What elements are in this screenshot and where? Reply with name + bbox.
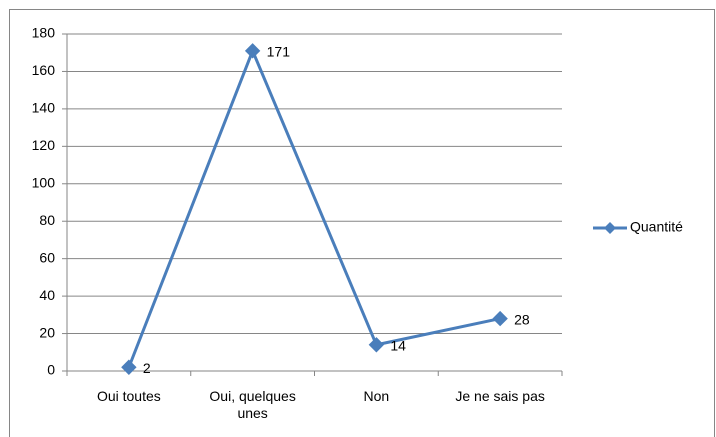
y-tick-label: 140 bbox=[32, 100, 56, 116]
y-tick-label: 0 bbox=[47, 362, 55, 378]
y-tick-label: 160 bbox=[32, 62, 56, 78]
legend-label: Quantité bbox=[630, 219, 683, 235]
y-tick-label: 40 bbox=[39, 287, 55, 303]
series-line bbox=[127, 49, 501, 368]
marker bbox=[492, 310, 508, 327]
marker bbox=[121, 359, 137, 375]
x-tick-label: Je ne sais pas bbox=[455, 388, 545, 404]
data-label: 2 bbox=[143, 360, 151, 376]
y-tick-label: 20 bbox=[39, 324, 55, 340]
marker bbox=[368, 337, 385, 353]
y-tick-label: 180 bbox=[32, 25, 56, 41]
y-tick-label: 80 bbox=[39, 212, 55, 228]
y-tick-label: 100 bbox=[32, 174, 56, 190]
marker bbox=[244, 43, 261, 59]
data-label: 14 bbox=[390, 337, 406, 353]
x-tick-label: Non bbox=[363, 388, 390, 404]
y-tick-label: 60 bbox=[39, 249, 55, 265]
y-tick-label: 120 bbox=[32, 137, 56, 153]
x-tick-label: Oui toutes bbox=[96, 388, 161, 404]
x-tick-label: Oui, quelques unes bbox=[209, 388, 296, 421]
legend-marker bbox=[604, 222, 616, 234]
data-label: 28 bbox=[514, 311, 530, 327]
data-label: 171 bbox=[267, 44, 291, 60]
